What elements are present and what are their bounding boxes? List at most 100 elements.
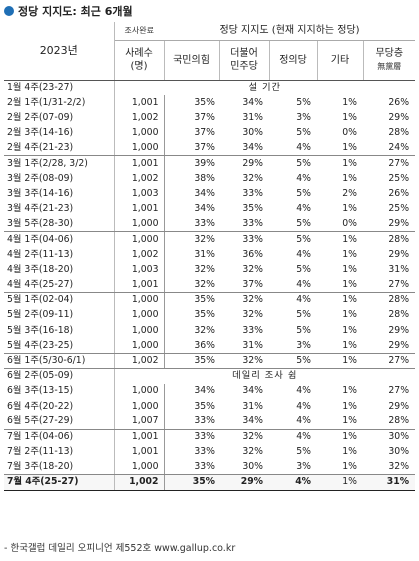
percent-cell: 32% [363,459,416,476]
percent-cell: 27% [388,385,410,397]
percent-cell: 4% [296,431,311,443]
sample-count: 1,003 [114,262,165,278]
percent-cell: 30% [388,446,410,458]
row-label: 2월 2주(07-09) [4,110,115,126]
party-header-other: 기타 [317,40,364,81]
table-row: 2월 4주(21-23) 1,000 37% 34% 4% 1% 24% [4,140,416,157]
row-label: 6월 4주(20-22) [4,398,115,415]
percent-cell: 27% [388,157,410,169]
sample-count: 1,000 [114,216,165,233]
percent-cell: 32% [242,294,263,306]
percent-cell: 1% [342,385,357,397]
percent-cell: 32% [242,263,263,275]
percent-cell: 5% [296,324,311,336]
party-support-table: 2023년 조사완료 정당 지지도 (현재 지지하는 정당) 사례수 (명) 국민… [4,22,416,491]
percent-cell: 29% [388,111,410,123]
percent-cell: 32% [164,277,219,294]
percent-cell: 25% [388,203,410,215]
sample-count: 1,003 [114,186,165,202]
percent-cell: 33% [219,216,269,233]
table-row: 3월 3주(14-16) 1,003 34% 33% 5% 2% 26% [4,186,415,202]
percent-cell: 38% [194,172,215,184]
sample-count: 1,000 [114,231,165,248]
percent-cell: 37% [219,277,269,294]
sample-count: 1,001 [114,201,165,217]
table-row: 1월 4주(23-27) 설 기간 [4,80,415,96]
percent-cell: 33% [194,431,215,443]
row-label: 2월 1주(1/31-2/2) [4,95,115,111]
bullet-dot-icon [4,6,14,16]
percent-cell: 34% [219,140,269,157]
percent-cell: 30% [388,431,410,443]
percent-cell: 32% [194,233,215,245]
percent-cell: 35% [194,96,215,108]
table-row: 4월 3주(18-20) 1,003 32% 32% 5% 1% 31% [4,262,415,278]
title-text: 정당 지지도: 최근 6개월 [18,5,133,18]
percent-cell: 37% [164,140,219,157]
percent-cell: 1% [342,157,357,169]
percent-cell: 28% [363,414,416,430]
sample-count: 1,000 [114,292,165,308]
percent-cell: 1% [317,338,363,354]
percent-cell: 34% [194,187,215,199]
sample-count: 1,000 [114,338,165,354]
percent-cell: 4% [269,414,317,430]
sample-count: 1,000 [114,323,165,339]
percent-cell: 26% [388,96,410,108]
row-label: 7월 1주(04-06) [4,429,115,445]
percent-cell: 29% [242,157,263,169]
percent-cell: 1% [342,263,357,275]
percent-cell: 1% [342,446,357,458]
percent-cell: 1% [342,400,357,412]
percent-cell: 29% [363,338,416,354]
percent-cell: 37% [194,127,215,139]
percent-cell: 32% [242,172,263,184]
table-row: 4월 4주(25-27) 1,001 32% 37% 4% 1% 27% [4,277,416,294]
footnote: - 한국갤럽 데일리 오피니언 제552호 www.gallup.co.kr [4,543,236,554]
sample-count: 1,001 [114,155,165,172]
row-label: 2월 4주(21-23) [4,140,115,157]
final-row: 7월 4주(25-27) 1,002 35% 29% 4% 1% 31% [4,474,416,491]
sample-count: 1,002 [114,247,165,263]
row-label: 6월 3주(13-15) [4,383,115,399]
percent-cell: 33% [194,446,215,458]
percent-cell: 4% [296,172,311,184]
percent-cell: 29% [388,400,410,412]
sample-count: 1,001 [114,444,165,460]
percent-cell: 35% [164,353,219,370]
percent-cell: 1% [342,248,357,260]
percent-cell: 28% [388,233,410,245]
percent-cell: 35% [164,474,219,491]
sample-header: 사례수 (명) [114,40,165,81]
percent-cell: 33% [242,233,263,245]
row-label: 1월 4주(23-27) [4,80,115,96]
row-label: 5월 4주(23-25) [4,338,115,354]
row-label: 4월 2주(11-13) [4,247,115,263]
percent-cell: 1% [317,414,363,430]
table-row: 5월 4주(23-25) 1,000 36% 31% 3% 1% 29% [4,338,416,354]
party-header-democratic: 더불어 민주당 [219,40,270,81]
sample-count: 1,001 [114,429,165,445]
notice-cell: 데일리 조사 쉼 [232,370,298,382]
percent-cell: 35% [194,400,215,412]
percent-cell: 3% [296,111,311,123]
table-row: 6월 2주(05-09) 데일리 조사 쉼 [4,368,415,384]
percent-cell: 29% [363,216,416,233]
percent-cell: 31% [363,474,416,491]
percent-cell: 33% [242,187,263,199]
party-header-justice: 정의당 [269,40,318,81]
percent-cell: 31% [242,111,263,123]
row-label: 5월 3주(16-18) [4,323,115,339]
percent-cell: 33% [164,414,219,430]
percent-cell: 30% [219,459,269,476]
percent-cell: 33% [242,324,263,336]
percent-cell: 4% [296,385,311,397]
percent-cell: 4% [296,294,311,306]
sample-count: 1,001 [114,95,165,111]
table-row: 3월 5주(28-30) 1,000 33% 33% 5% 0% 29% [4,216,416,233]
sample-header-1: 조사완료 [114,22,164,41]
percent-cell: 5% [296,96,311,108]
notice-cell: 설 기간 [248,81,282,93]
percent-cell: 1% [342,203,357,215]
year-header: 2023년 [4,22,115,81]
